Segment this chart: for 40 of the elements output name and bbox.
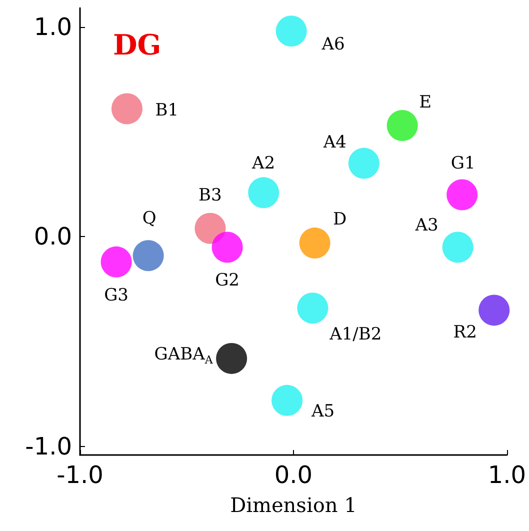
y-tick-label: 0.0 <box>34 222 72 251</box>
point <box>216 342 248 374</box>
annotation: A6 <box>322 34 345 55</box>
point <box>132 240 164 272</box>
y-tick-label: -1.0 <box>25 432 72 461</box>
annotation: R2 <box>453 322 477 343</box>
point <box>194 212 226 244</box>
x-tick-label: 1.0 <box>488 461 526 489</box>
y-tick-label: 1.0 <box>34 12 72 41</box>
annotation: G1 <box>450 153 476 174</box>
point <box>442 232 474 263</box>
annotation: A2 <box>252 153 276 174</box>
annotation: G3 <box>104 285 128 306</box>
point <box>248 177 280 208</box>
point <box>299 228 330 259</box>
point <box>212 232 243 263</box>
point <box>297 292 328 324</box>
annotation: Q <box>142 208 156 228</box>
annotation: B3 <box>198 186 222 206</box>
x-tick-label: -1.0 <box>56 461 104 489</box>
annotation: B1 <box>155 100 179 120</box>
point <box>446 179 478 210</box>
annotation: G2 <box>215 270 240 291</box>
point <box>100 246 132 278</box>
x-axis-title: Dimension 1 <box>230 493 357 517</box>
point <box>272 384 303 416</box>
annotation: GABA$_{A}$ <box>154 344 213 368</box>
point <box>386 110 418 142</box>
point <box>111 93 142 124</box>
annotation: A1/B2 <box>330 324 382 345</box>
annotation: A4 <box>323 132 346 153</box>
point <box>348 148 380 179</box>
annotation: A3 <box>415 216 438 236</box>
point <box>276 16 307 47</box>
annotation: D <box>332 210 347 230</box>
text: DG <box>113 28 162 62</box>
annotation: A5 <box>312 402 335 422</box>
annotation: E <box>419 92 432 112</box>
point <box>478 294 510 326</box>
x-tick-label: 0.0 <box>274 461 313 489</box>
